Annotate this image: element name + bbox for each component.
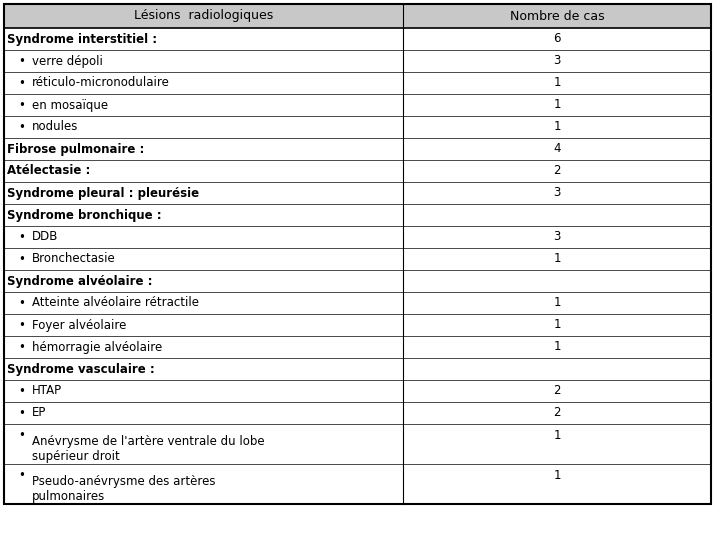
Text: 1: 1 xyxy=(553,341,561,354)
Text: •: • xyxy=(19,231,26,244)
Text: Atélectasie :: Atélectasie : xyxy=(7,164,90,177)
Text: HTAP: HTAP xyxy=(32,385,62,398)
Text: 3: 3 xyxy=(553,187,561,200)
Text: •: • xyxy=(19,252,26,265)
Text: •: • xyxy=(19,98,26,112)
Text: 1: 1 xyxy=(553,318,561,331)
Text: 1: 1 xyxy=(553,252,561,265)
Text: •: • xyxy=(19,54,26,67)
Text: Syndrome bronchique :: Syndrome bronchique : xyxy=(7,208,162,221)
Text: Syndrome alvéolaire :: Syndrome alvéolaire : xyxy=(7,275,152,287)
Text: 1: 1 xyxy=(553,121,561,133)
Text: Syndrome interstitiel :: Syndrome interstitiel : xyxy=(7,33,157,46)
Text: Syndrome vasculaire :: Syndrome vasculaire : xyxy=(7,362,154,375)
Text: 1: 1 xyxy=(553,469,561,481)
Text: Syndrome pleural : pleurésie: Syndrome pleural : pleurésie xyxy=(7,187,199,200)
Text: 1: 1 xyxy=(553,77,561,90)
Text: en mosaïque: en mosaïque xyxy=(32,98,108,112)
Text: 3: 3 xyxy=(553,231,561,244)
Text: Atteinte alvéolaire rétractile: Atteinte alvéolaire rétractile xyxy=(32,296,199,310)
Text: 4: 4 xyxy=(553,143,561,156)
Bar xyxy=(4,4,711,28)
Text: •: • xyxy=(19,341,26,354)
Text: Fibrose pulmonaire :: Fibrose pulmonaire : xyxy=(7,143,144,156)
Text: verre dépoli: verre dépoli xyxy=(32,54,103,67)
Text: Foyer alvéolaire: Foyer alvéolaire xyxy=(32,318,127,331)
Text: 1: 1 xyxy=(553,296,561,310)
Text: Anévrysme de l'artère ventrale du lobe
supérieur droit: Anévrysme de l'artère ventrale du lobe s… xyxy=(32,435,265,463)
Text: nodules: nodules xyxy=(32,121,79,133)
Text: •: • xyxy=(19,296,26,310)
Text: •: • xyxy=(19,429,26,442)
Text: •: • xyxy=(19,469,26,481)
Text: 2: 2 xyxy=(553,164,561,177)
Text: Lésions  radiologiques: Lésions radiologiques xyxy=(134,9,273,22)
Text: Nombre de cas: Nombre de cas xyxy=(510,9,605,22)
Text: •: • xyxy=(19,385,26,398)
Text: •: • xyxy=(19,406,26,419)
Text: 1: 1 xyxy=(553,98,561,112)
Text: 2: 2 xyxy=(553,406,561,419)
Text: Bronchectasie: Bronchectasie xyxy=(32,252,116,265)
Text: •: • xyxy=(19,121,26,133)
Text: •: • xyxy=(19,318,26,331)
Text: 6: 6 xyxy=(553,33,561,46)
Text: hémorragie alvéolaire: hémorragie alvéolaire xyxy=(32,341,162,354)
Text: Pseudo-anévrysme des artères
pulmonaires: Pseudo-anévrysme des artères pulmonaires xyxy=(32,475,215,503)
Text: 2: 2 xyxy=(553,385,561,398)
Text: EP: EP xyxy=(32,406,46,419)
Text: DDB: DDB xyxy=(32,231,59,244)
Text: 3: 3 xyxy=(553,54,561,67)
Text: 1: 1 xyxy=(553,429,561,442)
Text: réticulo-micronodulaire: réticulo-micronodulaire xyxy=(32,77,170,90)
Text: •: • xyxy=(19,77,26,90)
